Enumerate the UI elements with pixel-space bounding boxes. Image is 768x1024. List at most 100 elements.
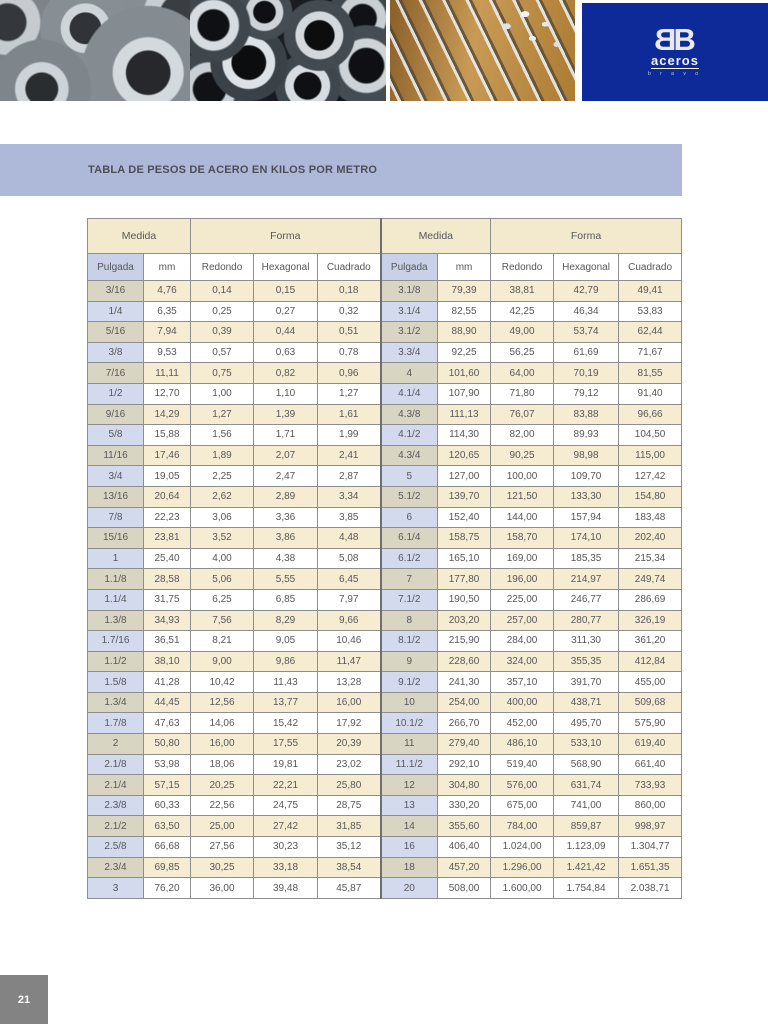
cell-value: 17,55	[253, 733, 319, 755]
cell-value: 36,00	[190, 877, 255, 899]
cell-pulgada: 9	[379, 650, 439, 673]
cell-value: 8,21	[190, 630, 255, 652]
cell-value: 2,89	[253, 485, 319, 508]
cell-value: 101,60	[437, 362, 492, 384]
cell-value: 60,33	[142, 794, 192, 817]
cell-value: 3,86	[253, 527, 319, 549]
cell-value: 2,07	[253, 444, 319, 467]
cell-value: 107,90	[437, 382, 492, 405]
cell-value: 228,60	[437, 650, 492, 673]
cell-value: 12,70	[142, 382, 192, 405]
page-number-badge: 21	[0, 975, 48, 1024]
cell-value: 438,71	[553, 691, 620, 714]
cell-value: 5,08	[317, 547, 382, 570]
cell-value: 23,81	[142, 527, 192, 549]
cell-value: 42,79	[553, 280, 620, 302]
cell-value: 4,76	[142, 280, 192, 302]
cell-value: 45,87	[317, 877, 382, 899]
cell-value: 42,25	[490, 300, 555, 323]
cell-value: 1,00	[190, 382, 255, 405]
cell-value: 127,00	[437, 465, 492, 487]
cell-value: 196,00	[490, 568, 555, 590]
cell-value: 70,19	[553, 362, 620, 384]
cell-value: 0,63	[253, 341, 319, 364]
cell-pulgada: 7/8	[87, 506, 144, 529]
cell-value: 8,29	[253, 609, 319, 632]
cell-value: 31,75	[142, 588, 192, 611]
cell-pulgada: 1.3/8	[87, 609, 144, 632]
cell-value: 7,94	[142, 321, 192, 343]
cell-value: 1,39	[253, 403, 319, 426]
table-body: 3/16 4,76 0,14 0,15 0,18 3.1/8 79,39 38,81 42,79…	[87, 280, 683, 899]
col-header-mm-right: mm	[437, 253, 492, 281]
table-row: 15/16 23,81 3,52 3,86 4,48 6.1/4 158,75 158,70 1…	[87, 527, 683, 549]
table-row: 1.5/8 41,28 10,42 11,43 13,28 9.1/2 241,30 357,…	[87, 671, 683, 693]
logo-b: B	[673, 22, 696, 57]
cell-value: 36,51	[142, 630, 192, 652]
col-header-redondo-left: Redondo	[190, 253, 255, 281]
cell-value: 1.600,00	[490, 877, 555, 899]
cell-value: 28,58	[142, 568, 192, 590]
cell-value: 27,42	[253, 815, 319, 838]
page-title: TABLA DE PESOS DE ACERO EN KILOS POR MET…	[88, 164, 378, 176]
cell-value: 1,99	[317, 424, 382, 446]
col-header-pulgada-right: Pulgada	[379, 253, 439, 281]
cell-value: 39,48	[253, 877, 319, 899]
cell-value: 114,30	[437, 424, 492, 446]
logo-b-mirrored: B	[656, 22, 677, 57]
cell-pulgada: 2	[87, 733, 144, 755]
cell-value: 576,00	[490, 774, 555, 796]
cell-value: 15,42	[253, 712, 319, 735]
table-row: 1.1/8 28,58 5,06 5,55 6,45 7 177,80 196,00 214,9…	[87, 568, 683, 590]
cell-value: 27,56	[190, 836, 255, 858]
table-row: 2.5/8 66,68 27,56 30,23 35,12 16 406,40 1.024,0…	[87, 836, 683, 858]
cell-pulgada: 3	[87, 877, 144, 899]
cell-value: 3,36	[253, 506, 319, 529]
cell-pulgada: 1.1/4	[87, 588, 144, 611]
cell-value: 2.038,71	[618, 877, 683, 899]
cell-value: 96,66	[618, 403, 683, 426]
cell-value: 24,75	[253, 794, 319, 817]
cell-value: 241,30	[437, 671, 492, 693]
cell-value: 11,11	[142, 362, 192, 384]
cell-value: 23,02	[317, 753, 382, 776]
cell-value: 733,93	[618, 774, 683, 796]
steel-weights-table: Medida Forma Medida Forma Pulgada mm Red…	[86, 218, 683, 899]
cell-value: 111,13	[437, 403, 492, 426]
cell-value: 1,89	[190, 444, 255, 467]
cell-value: 6,25	[190, 588, 255, 611]
cell-pulgada: 5.1/2	[379, 485, 439, 508]
cell-value: 9,00	[190, 650, 255, 673]
cell-value: 1.024,00	[490, 836, 555, 858]
cell-value: 508,00	[437, 877, 492, 899]
cell-value: 154,80	[618, 485, 683, 508]
cell-value: 741,00	[553, 794, 620, 817]
cell-value: 91,40	[618, 382, 683, 405]
table-group-header-row: Medida Forma Medida Forma	[86, 218, 683, 254]
cell-value: 202,40	[618, 527, 683, 549]
cell-value: 0,15	[253, 280, 319, 302]
cell-pulgada: 18	[379, 856, 439, 879]
cell-value: 41,28	[142, 671, 192, 693]
table-row: 5/8 15,88 1,56 1,71 1,99 4.1/2 114,30 82,00 89,9…	[87, 424, 683, 446]
cell-value: 675,00	[490, 794, 555, 817]
cell-value: 361,20	[618, 630, 683, 652]
table-row: 3/8 9,53 0,57 0,63 0,78 3.3/4 92,25 56,25 61,69 7…	[87, 341, 683, 364]
cell-value: 17,46	[142, 444, 192, 467]
cell-pulgada: 2.1/4	[87, 774, 144, 796]
cell-value: 0,14	[190, 280, 255, 302]
cell-value: 280,77	[553, 609, 620, 632]
cell-value: 34,93	[142, 609, 192, 632]
cell-pulgada: 10.1/2	[379, 712, 439, 735]
cell-value: 457,20	[437, 856, 492, 879]
table-row: 1 25,40 4,00 4,38 5,08 6.1/2 165,10 169,00 185,3…	[87, 547, 683, 570]
cell-value: 486,10	[490, 733, 555, 755]
cell-pulgada: 2.3/4	[87, 856, 144, 879]
cell-pulgada: 1	[87, 547, 144, 570]
cell-value: 1.296,00	[490, 856, 555, 879]
cell-value: 0,39	[190, 321, 255, 343]
cell-value: 56,25	[490, 341, 555, 364]
cell-value: 92,25	[437, 341, 492, 364]
cell-value: 1,27	[190, 403, 255, 426]
